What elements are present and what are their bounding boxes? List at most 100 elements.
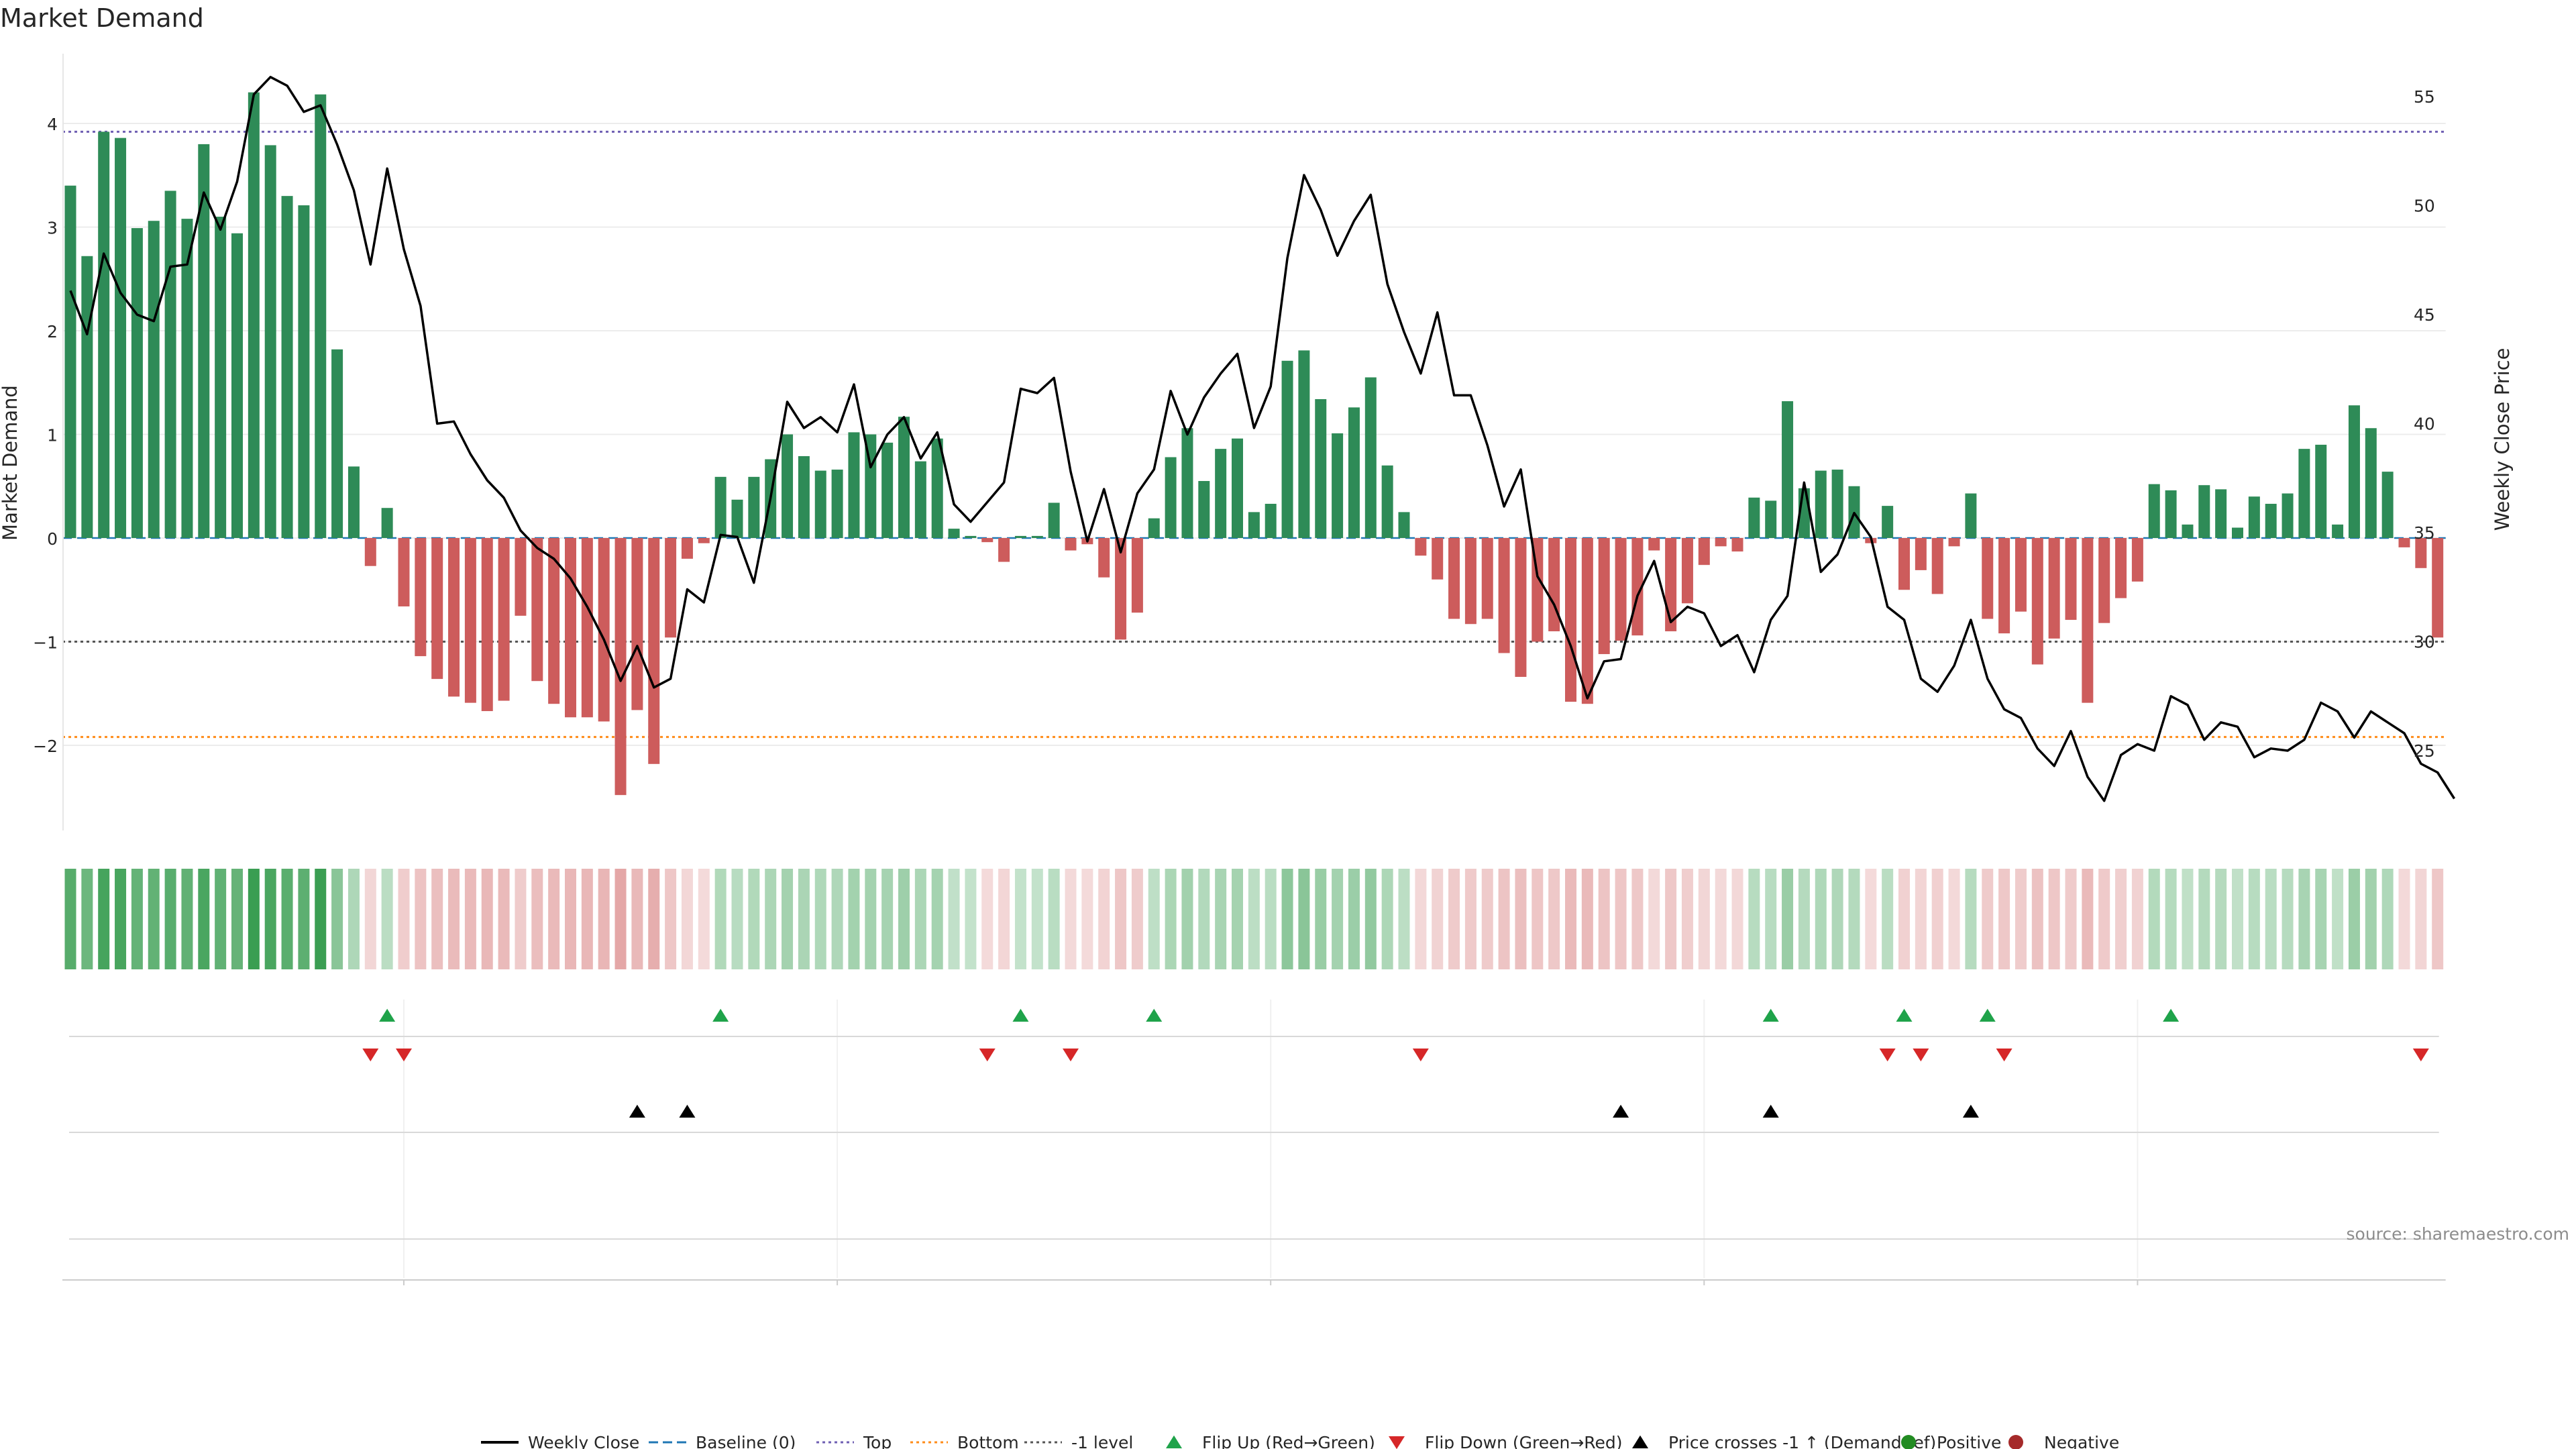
demand-bar <box>2232 527 2243 538</box>
heat-cell <box>881 869 894 969</box>
heat-cell <box>1948 869 1960 969</box>
legend-label: Price crosses -1 ↑ (Demand ref) <box>1668 1433 1936 1449</box>
demand-bar <box>2265 504 2277 538</box>
heat-cell <box>1481 869 1493 969</box>
demand-bar <box>2182 524 2194 538</box>
heat-cell <box>1148 869 1160 969</box>
heat-cell <box>1915 869 1927 969</box>
heat-cell <box>1565 869 1576 969</box>
demand-bar <box>2165 490 2177 538</box>
heat-cell <box>665 869 677 969</box>
y-tick-label-right: 50 <box>2414 197 2435 216</box>
flip-down-marker <box>1996 1049 2012 1062</box>
demand-bar <box>1565 538 1576 702</box>
demand-bar <box>1198 481 1210 538</box>
legend-label: Flip Down (Green→Red) <box>1425 1433 1623 1449</box>
demand-bar <box>2048 538 2060 639</box>
y-tick-label-right: 40 <box>2414 415 2435 434</box>
heat-cell <box>364 869 376 969</box>
demand-bar <box>1232 438 1243 538</box>
heat-cell <box>1215 869 1227 969</box>
demand-bar <box>1498 538 1510 653</box>
demand-bar <box>748 476 760 538</box>
heat-cell <box>998 869 1010 969</box>
flip-down-marker <box>979 1049 996 1062</box>
demand-bar <box>598 538 610 722</box>
heat-cell <box>1848 869 1860 969</box>
heat-cell <box>1865 869 1877 969</box>
demand-bar <box>2381 472 2394 538</box>
demand-bar <box>1948 538 1960 547</box>
heat-cell <box>1748 869 1760 969</box>
heat-cell <box>315 869 327 969</box>
demand-bar <box>2365 428 2377 538</box>
demand-bar <box>1248 512 1260 538</box>
heat-cell <box>1782 869 1794 969</box>
heat-cell <box>331 869 343 969</box>
legend-label: Top <box>863 1433 892 1449</box>
demand-bar <box>115 138 127 538</box>
heat-cell <box>1515 869 1527 969</box>
demand-bar <box>347 466 360 538</box>
demand-bar <box>1031 535 1043 538</box>
flip-up-marker <box>1762 1008 1779 1022</box>
demand-bar <box>831 470 843 538</box>
demand-bar <box>1982 538 1994 619</box>
demand-bar <box>814 470 826 538</box>
demand-bar <box>1681 538 1693 604</box>
heat-cell <box>1681 869 1693 969</box>
heat-cell <box>981 869 994 969</box>
price-line-layer <box>69 76 2456 802</box>
legend-label: Bottom <box>957 1433 1019 1449</box>
y-axis-label-right: Weekly Close Price <box>2491 348 2514 531</box>
demand-bar <box>198 144 210 538</box>
heat-cell <box>1315 869 1327 969</box>
y-tick-label-right: 45 <box>2414 305 2435 325</box>
legend-marker-7 <box>1632 1435 1648 1448</box>
heat-cell <box>2381 869 2394 969</box>
heat-cell <box>381 869 393 969</box>
heat-cell <box>1765 869 1777 969</box>
heat-cell <box>698 869 710 969</box>
heat-cell <box>581 869 593 969</box>
flip-up-marker <box>712 1008 729 1022</box>
demand-bar <box>1115 538 1127 640</box>
heat-cell <box>1165 869 1177 969</box>
heat-cell <box>631 869 643 969</box>
heat-cell <box>1181 869 1193 969</box>
heat-cell <box>931 869 943 969</box>
legend-marker-9 <box>2008 1435 2023 1449</box>
legend-label: Negative <box>2044 1433 2119 1449</box>
demand-bar <box>731 499 743 538</box>
heat-cell <box>865 869 877 969</box>
legend-label: -1 level <box>1071 1433 1133 1449</box>
heat-cell <box>1831 869 1843 969</box>
demand-bar <box>548 538 560 704</box>
heat-cell <box>464 869 476 969</box>
heat-cell <box>164 869 176 969</box>
demand-heat-strip <box>64 869 2444 969</box>
heat-cell <box>2082 869 2094 969</box>
demand-bar <box>2348 405 2360 538</box>
heat-cell <box>2432 869 2444 969</box>
heat-cell <box>2298 869 2310 969</box>
heat-cell <box>298 869 310 969</box>
demand-bar <box>1998 538 2010 634</box>
demand-bar <box>914 461 926 538</box>
demand-bar <box>1131 538 1143 613</box>
demand-bar <box>1332 433 1344 538</box>
heat-cell <box>1898 869 1910 969</box>
price-cross-marker <box>1962 1104 1979 1118</box>
heat-cell <box>1265 869 1277 969</box>
heat-cell <box>64 869 76 969</box>
heat-cell <box>481 869 493 969</box>
demand-bar <box>1831 470 1843 538</box>
flip-up-marker <box>1979 1008 1996 1022</box>
heat-cell <box>1615 869 1627 969</box>
demand-bar <box>64 185 76 538</box>
flip-down-marker <box>1913 1049 1929 1062</box>
heat-cell <box>2115 869 2127 969</box>
demand-bar <box>1098 538 1110 578</box>
demand-bars <box>64 92 2444 796</box>
